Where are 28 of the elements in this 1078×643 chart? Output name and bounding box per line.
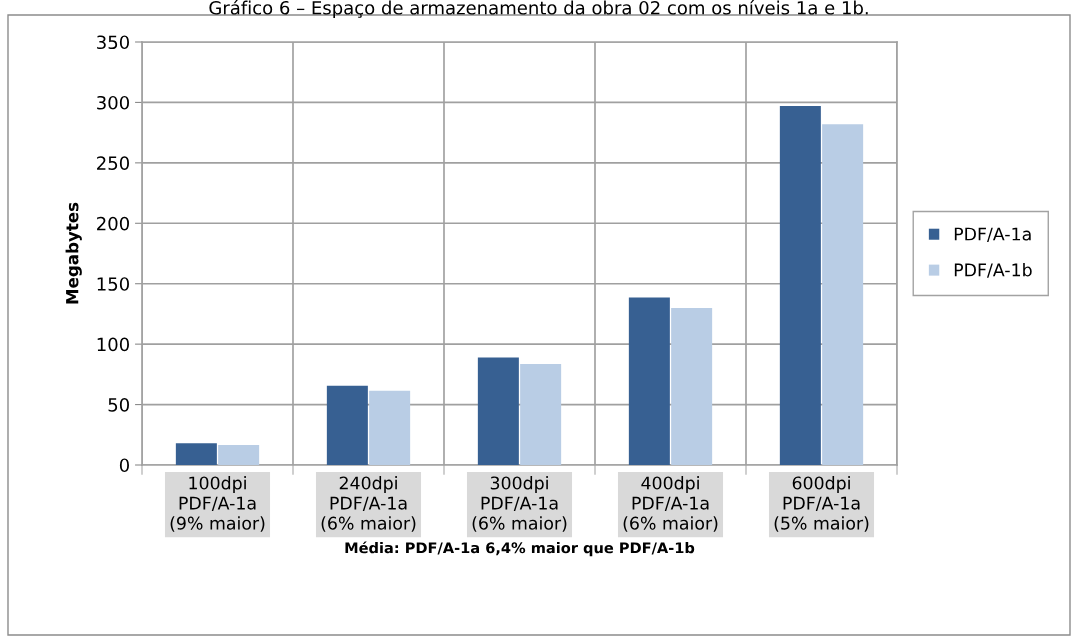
y-tick-label: 300 [97, 95, 129, 110]
y-tick-label: 100 [97, 337, 129, 352]
y-tick-label: 0 [119, 458, 129, 473]
bar [326, 385, 368, 465]
x-tick-label: 400dpi PDF/A-1a (6% maior) [623, 476, 718, 532]
bar [822, 124, 864, 465]
x-tick-label: 300dpi PDF/A-1a (6% maior) [472, 476, 567, 532]
x-tick-label: 100dpi PDF/A-1a (9% maior) [170, 476, 265, 532]
bar [369, 390, 411, 465]
y-tick-label: 350 [97, 35, 129, 50]
bar [628, 297, 670, 465]
x-axis-title: Média: PDF/A-1a 6,4% maior que PDF/A-1b [345, 541, 695, 557]
bar [477, 357, 519, 465]
y-tick-label: 200 [97, 216, 129, 231]
x-tick-label: 240dpi PDF/A-1a (6% maior) [321, 476, 416, 532]
bar [779, 106, 821, 465]
bar [218, 445, 260, 465]
bar [520, 364, 562, 465]
x-tick-label: 600dpi PDF/A-1a (5% maior) [774, 476, 869, 532]
y-tick-label: 250 [97, 156, 129, 170]
y-tick-label: 150 [97, 277, 129, 291]
y-tick-label: 50 [108, 398, 129, 412]
legend-label: PDF/A-1b [954, 263, 1032, 278]
y-axis-title: Megabytes [65, 202, 82, 304]
bar [175, 443, 217, 465]
legend-label: PDF/A-1a [954, 227, 1031, 242]
chart-title: Gráfico 6 – Espaço de armazenamento da obra 02 com os níveis 1a e 1b. [209, 0, 868, 19]
bar [671, 307, 713, 465]
